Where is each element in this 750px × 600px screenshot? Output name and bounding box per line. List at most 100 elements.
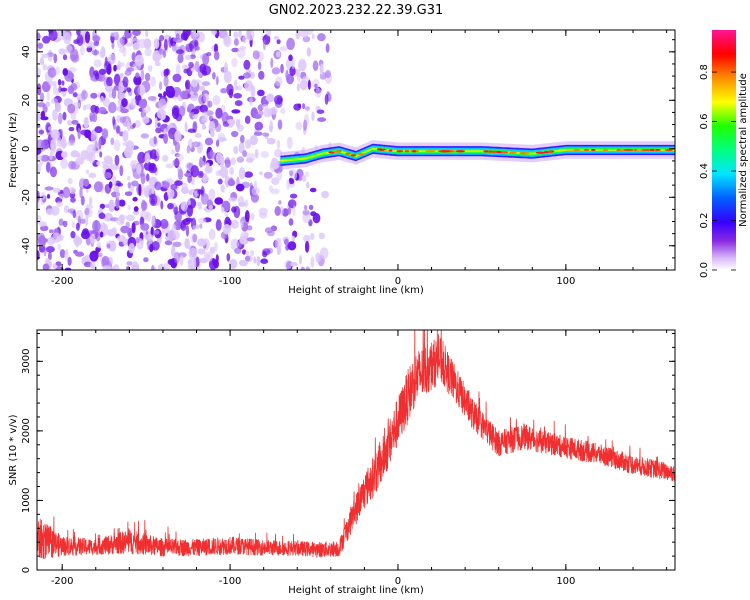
noise-speck: [154, 181, 162, 191]
noise-speck: [178, 105, 186, 117]
x-tick-label: 100: [556, 276, 575, 287]
noise-speck: [228, 177, 234, 186]
noise-speck: [171, 42, 177, 52]
noise-speck: [134, 84, 141, 97]
noise-speck: [199, 257, 208, 264]
noise-speck: [139, 84, 145, 92]
noise-speck: [102, 223, 109, 236]
noise-speck: [249, 71, 256, 79]
noise-speck: [231, 109, 241, 114]
noise-speck: [177, 168, 183, 180]
noise-speck: [48, 229, 54, 234]
noise-speck: [64, 248, 69, 261]
noise-speck: [50, 166, 57, 178]
noise-speck: [163, 75, 169, 87]
noise-speck: [67, 256, 72, 266]
noise-speck: [37, 199, 40, 210]
noise-speck: [83, 261, 93, 268]
noise-speck: [116, 125, 121, 134]
noise-speck: [164, 240, 173, 246]
noise-speck: [40, 192, 46, 200]
noise-speck: [62, 220, 68, 227]
noise-speck: [57, 112, 63, 125]
noise-speck: [163, 133, 169, 144]
noise-speck: [104, 85, 113, 92]
noise-speck: [50, 206, 60, 216]
noise-speck: [111, 41, 115, 50]
noise-speck: [84, 31, 91, 44]
noise-speck: [165, 85, 176, 98]
noise-speck: [318, 232, 325, 240]
noise-speck: [253, 256, 257, 264]
noise-speck: [303, 119, 308, 132]
noise-speck: [261, 104, 269, 110]
noise-speck: [172, 73, 182, 83]
noise-speck: [302, 103, 306, 110]
noise-speck: [37, 42, 44, 49]
noise-speck: [144, 233, 154, 241]
noise-speck: [118, 199, 126, 207]
noise-speck: [93, 59, 102, 68]
noise-speck: [305, 266, 310, 270]
noise-speck: [303, 205, 308, 210]
noise-speck: [197, 238, 207, 247]
noise-speck: [108, 240, 117, 252]
x-tick-label: 100: [556, 576, 575, 587]
noise-speck: [61, 151, 68, 159]
noise-speck: [195, 105, 203, 110]
noise-speck: [50, 98, 58, 105]
noise-speck: [153, 230, 160, 235]
noise-speck: [210, 130, 215, 138]
noise-speck: [162, 154, 169, 162]
noise-speck: [224, 157, 231, 168]
noise-speck: [317, 33, 326, 42]
noise-speck: [233, 31, 239, 39]
noise-speck: [260, 151, 269, 158]
noise-speck: [84, 207, 90, 216]
noise-speck: [204, 137, 214, 146]
noise-speck: [201, 70, 208, 76]
signal-hotspot: [437, 150, 448, 153]
noise-speck: [37, 163, 41, 174]
noise-speck: [97, 92, 101, 97]
noise-speck: [278, 200, 282, 205]
noise-speck: [158, 48, 165, 55]
noise-speck: [244, 139, 252, 149]
colorbar-tick-label: 0.2: [699, 213, 710, 229]
noise-speck: [60, 87, 68, 92]
noise-speck: [224, 179, 229, 185]
noise-speck: [269, 120, 274, 133]
noise-speck: [276, 171, 283, 181]
noise-speck: [127, 204, 131, 211]
noise-speck: [149, 137, 159, 147]
noise-speck: [222, 224, 231, 235]
noise-speck: [82, 104, 87, 111]
noise-speck: [71, 220, 76, 229]
noise-speck: [45, 161, 51, 173]
noise-speck: [159, 35, 165, 42]
noise-speck: [85, 215, 89, 227]
noise-speck: [107, 53, 116, 65]
noise-speck: [131, 222, 136, 234]
noise-speck: [104, 183, 112, 194]
noise-speck: [102, 265, 111, 270]
noise-speck: [175, 49, 185, 55]
noise-speck: [95, 229, 101, 242]
noise-speck: [194, 39, 199, 48]
noise-speck: [127, 181, 131, 189]
noise-speck: [98, 68, 107, 75]
noise-speck: [175, 63, 181, 76]
noise-speck: [128, 242, 135, 254]
y-tick-label: 40: [21, 45, 32, 58]
noise-speck: [92, 112, 98, 123]
noise-speck: [73, 236, 83, 246]
y-tick-label: -40: [21, 238, 32, 254]
noise-speck: [70, 231, 76, 239]
noise-speck: [52, 263, 57, 269]
noise-speck: [138, 99, 148, 109]
noise-speck: [289, 170, 294, 177]
noise-speck: [217, 178, 223, 185]
colorbar-label: Normalized spectral amplitude: [738, 73, 749, 227]
noise-speck: [236, 156, 245, 163]
noise-speck: [197, 217, 207, 224]
